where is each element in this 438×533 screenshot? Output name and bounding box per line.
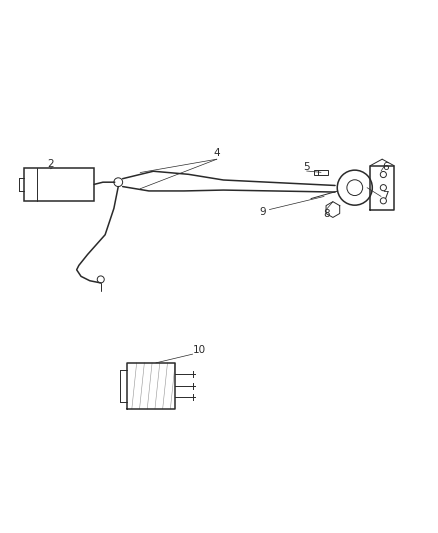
- Text: 4: 4: [213, 148, 220, 158]
- Text: 2: 2: [47, 159, 54, 168]
- Bar: [314, 170, 328, 174]
- Text: 6: 6: [382, 161, 389, 172]
- Bar: [24, 168, 94, 201]
- Text: 8: 8: [323, 209, 330, 219]
- Text: 9: 9: [259, 207, 266, 217]
- Text: 5: 5: [303, 161, 310, 172]
- Text: 10: 10: [193, 345, 206, 355]
- Text: 7: 7: [382, 191, 389, 201]
